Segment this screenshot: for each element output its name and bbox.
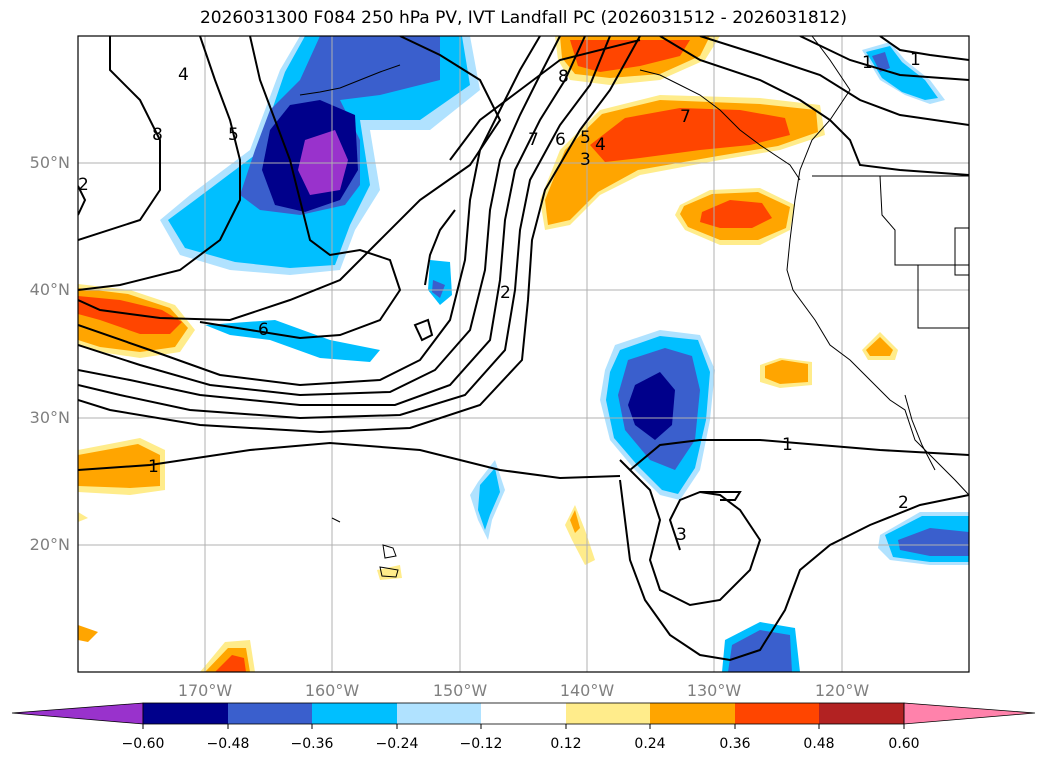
positive-anomaly-west-40n — [78, 284, 195, 358]
contour-label-group: 1 2 3 4 5 6 7 8 2 1 2 3 6 1 4 5 8 7 1 — [78, 50, 921, 545]
lat-label-20n: 20°N — [29, 535, 70, 554]
negative-anomaly-northeast-blob — [862, 42, 945, 104]
negative-anomaly-small-blob — [470, 460, 505, 540]
lat-label-50n: 50°N — [29, 153, 70, 172]
positive-anomaly-northwest-coast — [555, 36, 720, 85]
lat-label-40n: 40°N — [29, 280, 70, 299]
colorbar-swatch — [735, 703, 819, 724]
contour-label: 2 — [500, 283, 511, 303]
contour-label: 2 — [78, 175, 89, 195]
contour-label: 6 — [258, 320, 269, 340]
colorbar-tick-label: 0.24 — [634, 736, 666, 752]
colorbar-swatch — [819, 703, 904, 724]
contour-label: 3 — [580, 150, 591, 170]
contour-label: 8 — [152, 125, 163, 145]
contour-lines — [78, 36, 969, 662]
contour-label: 5 — [228, 125, 239, 145]
contour-label: 1 — [862, 53, 873, 73]
colorbar-swatch — [312, 703, 397, 724]
colorbar-tick-label: 0.36 — [719, 736, 751, 752]
colorbar-max-extend — [903, 702, 1036, 725]
colorbar-swatch — [143, 703, 228, 724]
contour-label: 7 — [528, 130, 539, 150]
colorbar-tick-label: −0.48 — [206, 736, 250, 752]
lat-label-30n: 30°N — [29, 408, 70, 427]
lon-label-130w: 130°W — [686, 681, 742, 700]
contour-label: 3 — [676, 525, 687, 545]
contour-label: 1 — [910, 50, 921, 70]
positive-anomaly-small — [78, 332, 898, 672]
map-frame — [77, 35, 970, 673]
contour-label: 4 — [595, 135, 606, 155]
colorbar-swatch — [481, 703, 566, 724]
contour-label: 1 — [148, 457, 159, 477]
colorbar-tick-label: −0.60 — [121, 736, 165, 752]
colorbar-tick-label: −0.24 — [375, 736, 419, 752]
lon-label-170w: 170°W — [177, 681, 233, 700]
lon-label-120w: 120°W — [814, 681, 870, 700]
contour-label: 6 — [555, 130, 566, 150]
map-title: 2026031300 F084 250 hPa PV, IVT Landfall… — [199, 8, 847, 28]
contour-label: 7 — [680, 107, 691, 127]
lon-label-150w: 150°W — [432, 681, 488, 700]
contour-label: 4 — [178, 65, 189, 85]
colorbar-frame — [142, 702, 905, 725]
colorbar-tick-label: 0.48 — [803, 736, 835, 752]
negative-anomaly-pacific-blob — [600, 330, 715, 500]
positive-anomaly-oregon-coast — [675, 188, 795, 245]
contour-label: 1 — [782, 435, 793, 455]
colorbar-tick-label: −0.36 — [290, 736, 334, 752]
contour-label: 8 — [558, 67, 569, 87]
colorbar-swatch — [228, 703, 312, 724]
contour-label: 5 — [580, 128, 591, 148]
colorbar-swatch — [566, 703, 650, 724]
negative-anomaly-nw-blob — [160, 36, 480, 362]
colorbar-tick-label: 0.60 — [888, 736, 920, 752]
lon-label-160w: 160°W — [304, 681, 360, 700]
colorbar-swatch — [650, 703, 735, 724]
colorbar-tick-label: −0.12 — [459, 736, 503, 752]
colorbar-tick-label: 0.12 — [550, 736, 582, 752]
colorbar-swatch — [397, 703, 481, 724]
colorbar — [11, 702, 1036, 729]
lon-label-140w: 140°W — [559, 681, 615, 700]
contour-label: 2 — [898, 493, 909, 513]
colorbar-min-extend — [11, 702, 144, 725]
coastlines — [299, 36, 969, 578]
negative-anomaly-east-blob — [878, 512, 969, 565]
